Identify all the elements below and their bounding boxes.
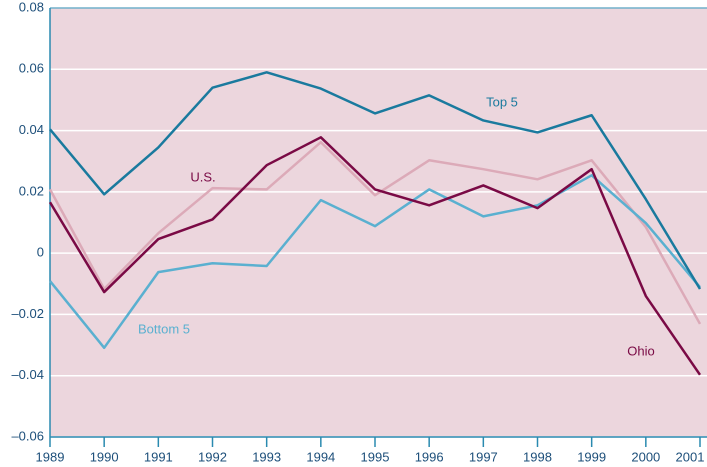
series-label: Bottom 5 xyxy=(138,321,190,336)
series-label: U.S. xyxy=(190,169,215,184)
x-tick-label: 1989 xyxy=(36,449,65,464)
x-tick-label: 2000 xyxy=(631,449,660,464)
series-line xyxy=(48,140,702,325)
y-tick-label: 0.06 xyxy=(19,61,44,76)
x-tick-label: 1993 xyxy=(252,449,281,464)
x-tick-label: 1991 xyxy=(144,449,173,464)
x-tick-label: 1994 xyxy=(306,449,335,464)
y-tick-label: 0.08 xyxy=(19,0,44,14)
x-tick-label: 1999 xyxy=(577,449,606,464)
series-label: Top 5 xyxy=(486,94,518,109)
series-line xyxy=(49,71,702,290)
x-tick-label: 2001 xyxy=(676,449,705,464)
y-tick-label: 0.04 xyxy=(19,122,44,137)
x-tick-label: 1990 xyxy=(90,449,119,464)
y-tick-label: –0.02 xyxy=(11,306,44,321)
x-tick-label: 1998 xyxy=(523,449,552,464)
y-tick-label: –0.06 xyxy=(11,428,44,443)
y-tick-label: 0 xyxy=(37,245,44,260)
x-tick-label: 1992 xyxy=(198,449,227,464)
y-tick-label: –0.04 xyxy=(11,367,44,382)
series-label: Ohio xyxy=(627,343,654,358)
series-line xyxy=(48,136,702,376)
x-tick-label: 1996 xyxy=(415,449,444,464)
x-tick-label: 1995 xyxy=(361,449,390,464)
x-tick-label: 1997 xyxy=(469,449,498,464)
y-tick-label: 0.02 xyxy=(19,183,44,198)
series-line xyxy=(49,174,701,350)
